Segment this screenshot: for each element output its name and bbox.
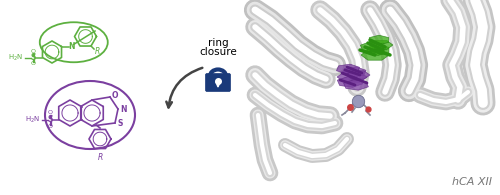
Polygon shape [367,45,389,55]
Polygon shape [337,72,367,82]
Text: N: N [68,42,75,51]
Text: S: S [31,53,36,62]
Text: O: O [47,110,52,115]
Text: R: R [95,47,100,56]
Polygon shape [360,42,384,52]
Polygon shape [336,64,359,74]
FancyBboxPatch shape [206,74,231,91]
Text: ring: ring [208,38,229,48]
Text: N: N [120,105,126,113]
Text: hCA XII: hCA XII [452,177,492,187]
Bar [248,0,500,195]
Text: O: O [31,61,36,66]
Text: O: O [112,91,118,100]
Polygon shape [344,80,368,90]
Polygon shape [346,71,370,79]
Text: O: O [31,49,36,54]
Text: R: R [98,153,102,162]
Polygon shape [216,82,220,87]
Polygon shape [370,35,388,45]
Polygon shape [361,50,389,60]
Polygon shape [342,67,366,77]
Text: O: O [47,124,52,129]
Text: S: S [47,115,52,124]
Polygon shape [338,77,362,87]
Text: $\mathsf{H_2N}$: $\mathsf{H_2N}$ [8,52,24,63]
Text: S: S [117,120,122,129]
Text: $\mathsf{H_2N}$: $\mathsf{H_2N}$ [24,114,40,125]
Text: closure: closure [199,47,237,57]
Polygon shape [369,41,393,49]
